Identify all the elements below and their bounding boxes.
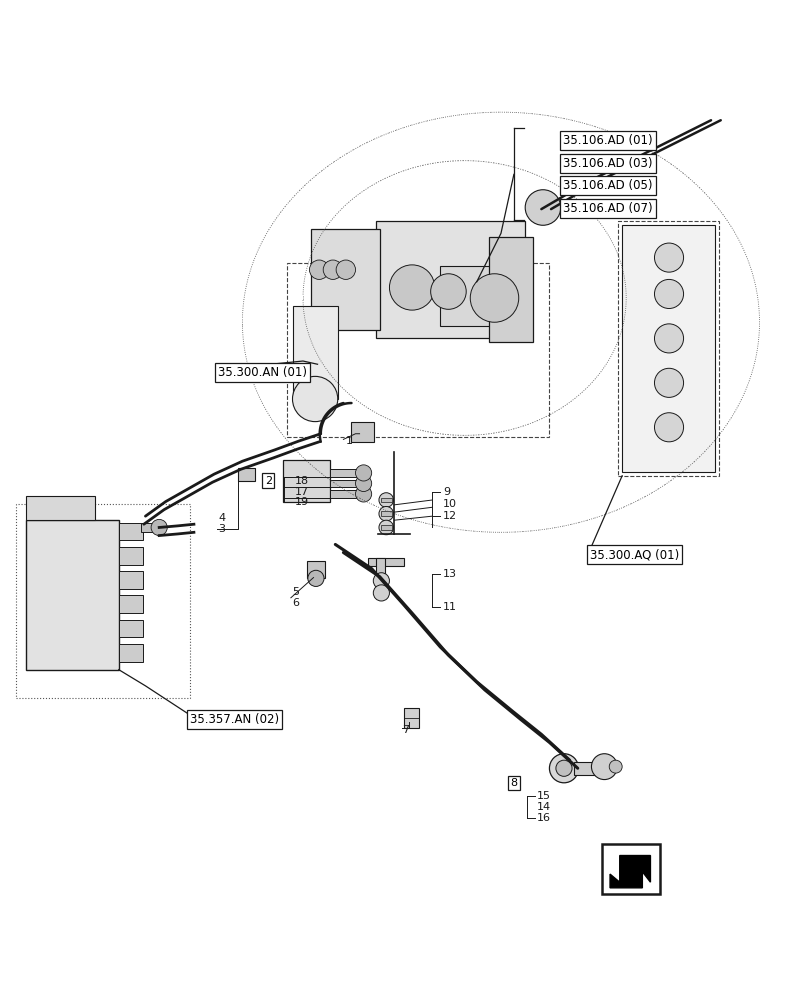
Text: 19: 19 bbox=[295, 497, 309, 507]
Bar bbox=[283, 460, 330, 502]
Circle shape bbox=[549, 754, 579, 783]
Circle shape bbox=[654, 243, 684, 272]
Text: 2: 2 bbox=[265, 476, 271, 486]
Bar bbox=[440, 266, 493, 326]
Bar bbox=[376, 221, 525, 338]
Text: 6: 6 bbox=[292, 598, 300, 608]
Bar bbox=[489, 237, 533, 342]
Circle shape bbox=[379, 506, 393, 521]
Text: 35.106.AD (03): 35.106.AD (03) bbox=[563, 157, 653, 170]
Bar bbox=[381, 525, 392, 530]
Circle shape bbox=[556, 760, 572, 776]
Circle shape bbox=[151, 519, 167, 536]
Text: 7: 7 bbox=[402, 725, 410, 735]
Circle shape bbox=[308, 570, 324, 586]
Bar bbox=[119, 595, 143, 613]
Circle shape bbox=[654, 324, 684, 353]
Text: 35.106.AD (05): 35.106.AD (05) bbox=[563, 179, 653, 192]
Text: 10: 10 bbox=[443, 499, 457, 509]
Circle shape bbox=[654, 413, 684, 442]
Circle shape bbox=[373, 585, 389, 601]
Text: 12: 12 bbox=[443, 511, 457, 521]
Bar bbox=[404, 708, 419, 728]
Text: 35.300.AN (01): 35.300.AN (01) bbox=[218, 366, 307, 379]
Bar bbox=[381, 498, 392, 502]
Text: 16: 16 bbox=[537, 813, 551, 823]
Bar bbox=[26, 520, 119, 670]
Text: 14: 14 bbox=[537, 802, 551, 812]
Text: 18: 18 bbox=[295, 476, 309, 486]
Text: 35.106.AD (01): 35.106.AD (01) bbox=[563, 134, 653, 147]
Bar bbox=[311, 229, 380, 330]
Circle shape bbox=[654, 279, 684, 309]
Circle shape bbox=[389, 265, 435, 310]
Circle shape bbox=[323, 260, 343, 279]
Circle shape bbox=[654, 368, 684, 397]
Bar bbox=[330, 469, 360, 477]
Bar bbox=[602, 844, 660, 894]
Bar bbox=[141, 523, 159, 532]
Bar bbox=[119, 620, 143, 637]
Text: 3: 3 bbox=[218, 524, 225, 534]
Bar bbox=[351, 422, 374, 442]
Bar bbox=[622, 225, 715, 472]
Circle shape bbox=[356, 465, 372, 481]
Bar bbox=[330, 480, 360, 487]
Bar bbox=[287, 263, 549, 437]
Text: 9: 9 bbox=[443, 487, 450, 497]
Text: 13: 13 bbox=[443, 569, 457, 579]
Circle shape bbox=[591, 754, 617, 780]
Circle shape bbox=[356, 486, 372, 502]
Bar bbox=[26, 496, 95, 520]
Text: 35.357.AN (02): 35.357.AN (02) bbox=[190, 713, 279, 726]
Circle shape bbox=[309, 260, 329, 279]
Circle shape bbox=[292, 376, 338, 422]
Text: 5: 5 bbox=[292, 587, 300, 597]
Text: 35.106.AD (07): 35.106.AD (07) bbox=[563, 202, 653, 215]
Bar bbox=[618, 221, 719, 476]
Text: 11: 11 bbox=[443, 602, 457, 612]
Bar bbox=[238, 468, 255, 481]
Bar bbox=[330, 490, 360, 498]
Bar bbox=[574, 762, 598, 775]
Text: 1: 1 bbox=[346, 436, 353, 446]
Circle shape bbox=[379, 493, 393, 507]
Text: 15: 15 bbox=[537, 791, 551, 801]
Circle shape bbox=[470, 274, 519, 322]
Text: 4: 4 bbox=[218, 513, 225, 523]
Bar bbox=[368, 558, 404, 566]
Text: 8: 8 bbox=[511, 778, 517, 788]
Circle shape bbox=[356, 475, 372, 492]
Text: 17: 17 bbox=[295, 487, 309, 497]
Circle shape bbox=[431, 274, 466, 309]
Bar bbox=[119, 523, 143, 540]
Circle shape bbox=[609, 760, 622, 773]
Bar bbox=[293, 306, 338, 399]
Circle shape bbox=[525, 190, 561, 225]
Polygon shape bbox=[610, 856, 650, 888]
Bar bbox=[307, 561, 325, 578]
Circle shape bbox=[373, 573, 389, 589]
Text: 35.300.AQ (01): 35.300.AQ (01) bbox=[590, 548, 679, 561]
Bar bbox=[376, 558, 385, 574]
Bar bbox=[16, 504, 190, 698]
Bar bbox=[119, 644, 143, 662]
Bar bbox=[381, 511, 392, 516]
Circle shape bbox=[379, 520, 393, 535]
Circle shape bbox=[336, 260, 356, 279]
Bar bbox=[119, 547, 143, 565]
Bar bbox=[119, 571, 143, 589]
